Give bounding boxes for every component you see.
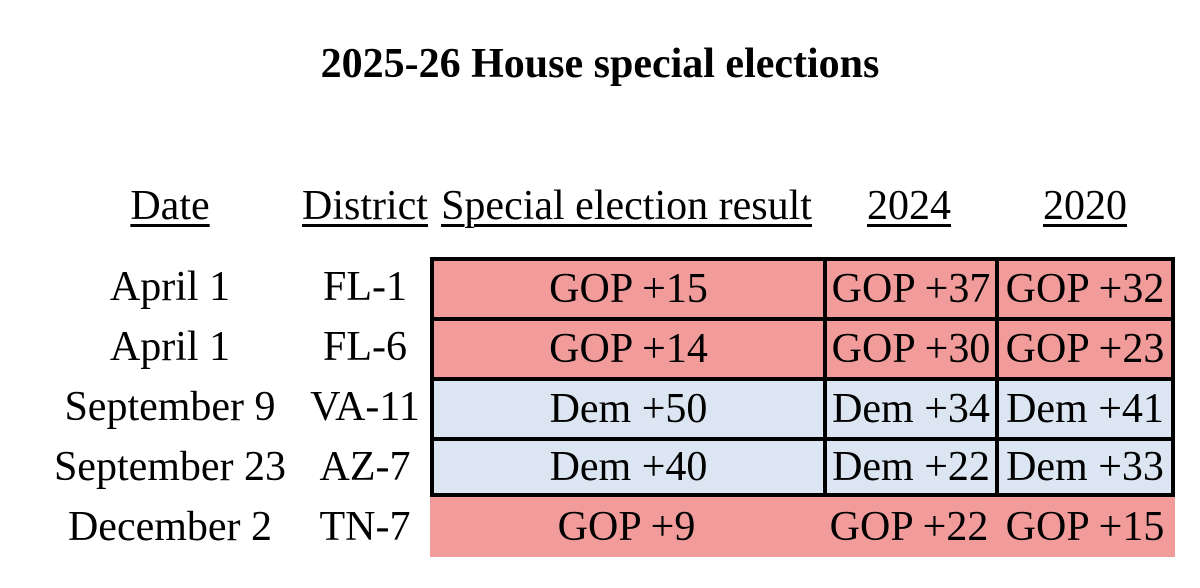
cell-district: FL-1: [323, 264, 407, 310]
cell-2020-margin: GOP +23: [995, 317, 1175, 377]
cell-special-result: GOP +15: [430, 257, 823, 317]
cell-date: September 9: [64, 384, 276, 430]
column-header-2024: 2024: [823, 183, 995, 229]
cell-2024-margin: GOP +30: [823, 317, 995, 377]
cell-date: December 2: [67, 504, 273, 550]
column-header-date-label: Date: [130, 183, 210, 229]
cell-district: AZ-7: [319, 444, 411, 490]
cell-district: VA-11: [310, 384, 420, 430]
page-title: 2025-26 House special elections: [320, 41, 880, 87]
cell-2020-margin: Dem +33: [995, 437, 1175, 497]
cell-special-result: GOP +9: [430, 497, 823, 557]
cell-date: April 1: [109, 324, 231, 370]
cell-2024-margin: Dem +22: [823, 437, 995, 497]
column-header-district-label: District: [302, 183, 428, 229]
cell-2024-margin: GOP +37: [823, 257, 995, 317]
cell-special-result: Dem +40: [430, 437, 823, 497]
cell-district: FL-6: [323, 324, 407, 370]
cell-special-result: Dem +50: [430, 377, 823, 437]
column-header-district: District: [300, 183, 430, 229]
cell-district: TN-7: [319, 504, 411, 550]
cell-2020-margin: Dem +41: [995, 377, 1175, 437]
column-header-date: Date: [40, 183, 300, 229]
cell-special-result: GOP +14: [430, 317, 823, 377]
cell-2024-margin: GOP +22: [823, 497, 995, 557]
column-header-2024-label: 2024: [867, 183, 951, 229]
cell-2020-margin: GOP +32: [995, 257, 1175, 317]
table-header-row: Date District Special election result 20…: [40, 183, 1175, 229]
cell-2024-margin: Dem +34: [823, 377, 995, 437]
column-header-2020: 2020: [995, 183, 1175, 229]
column-header-special-result-label: Special election result: [441, 183, 812, 229]
column-header-special-result: Special election result: [430, 183, 823, 229]
elections-table: April 1 FL-1 GOP +15 GOP +37 GOP +32 Apr…: [40, 257, 1175, 557]
cell-date: April 1: [109, 264, 231, 310]
cell-2020-margin: GOP +15: [995, 497, 1175, 557]
cell-date: September 23: [53, 444, 287, 490]
column-header-2020-label: 2020: [1043, 183, 1127, 229]
